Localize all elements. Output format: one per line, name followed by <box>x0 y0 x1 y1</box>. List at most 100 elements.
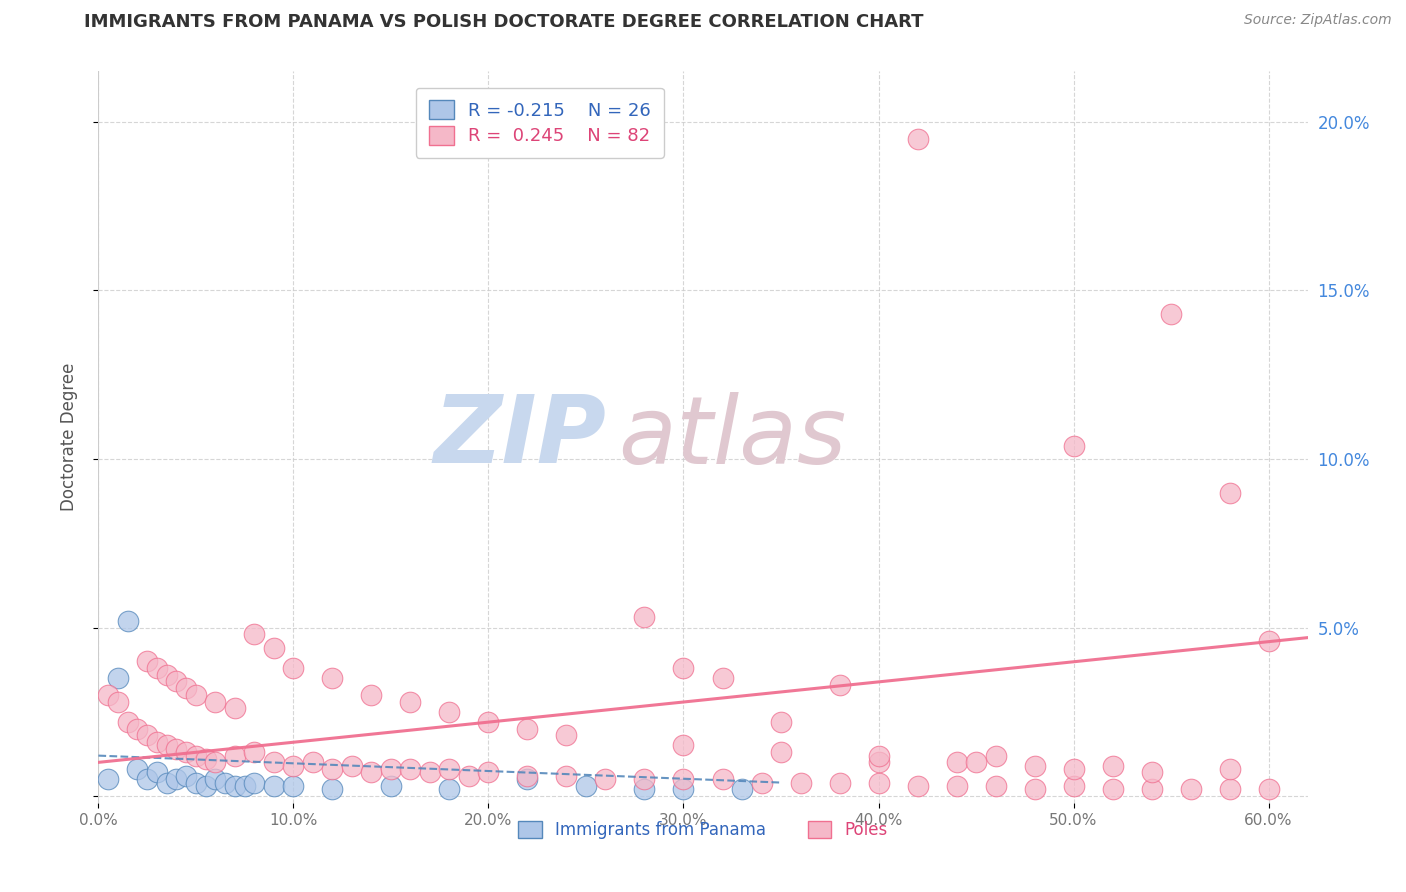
Point <box>751 775 773 789</box>
Point <box>516 769 538 783</box>
Point <box>439 705 461 719</box>
Point <box>117 714 139 729</box>
Point <box>263 756 285 770</box>
Point <box>204 695 226 709</box>
Point <box>399 695 422 709</box>
Point <box>769 714 792 729</box>
Point <box>243 627 266 641</box>
Point <box>477 765 499 780</box>
Point <box>283 779 305 793</box>
Text: IMMIGRANTS FROM PANAMA VS POLISH DOCTORATE DEGREE CORRELATION CHART: IMMIGRANTS FROM PANAMA VS POLISH DOCTORA… <box>84 13 924 31</box>
Point <box>156 775 179 789</box>
Point <box>868 775 890 789</box>
Text: atlas: atlas <box>619 392 846 483</box>
Point <box>127 722 149 736</box>
Point <box>672 782 695 797</box>
Point <box>458 769 481 783</box>
Point <box>672 772 695 787</box>
Point <box>360 765 382 780</box>
Point <box>165 772 187 787</box>
Point <box>945 779 967 793</box>
Point <box>321 671 343 685</box>
Point <box>174 745 197 759</box>
Point <box>380 779 402 793</box>
Point <box>340 758 363 772</box>
Point <box>399 762 422 776</box>
Point <box>136 728 159 742</box>
Point <box>233 779 256 793</box>
Point <box>439 782 461 797</box>
Point <box>1101 782 1123 797</box>
Point <box>711 772 734 787</box>
Point <box>194 752 217 766</box>
Point <box>965 756 987 770</box>
Point <box>1063 762 1085 776</box>
Point <box>1101 758 1123 772</box>
Point <box>769 745 792 759</box>
Point <box>156 739 179 753</box>
Point <box>97 772 120 787</box>
Point <box>204 756 226 770</box>
Point <box>1063 779 1085 793</box>
Point <box>146 735 169 749</box>
Point <box>380 762 402 776</box>
Point <box>633 610 655 624</box>
Point <box>1257 634 1279 648</box>
Point <box>214 775 236 789</box>
Point <box>127 762 149 776</box>
Point <box>633 782 655 797</box>
Point <box>1160 307 1182 321</box>
Point <box>321 782 343 797</box>
Point <box>555 769 578 783</box>
Point <box>1024 758 1046 772</box>
Point <box>224 701 246 715</box>
Point <box>711 671 734 685</box>
Point <box>146 661 169 675</box>
Point <box>907 779 929 793</box>
Point <box>945 756 967 770</box>
Point <box>117 614 139 628</box>
Point <box>283 758 305 772</box>
Point <box>97 688 120 702</box>
Point <box>731 782 754 797</box>
Point <box>136 654 159 668</box>
Point <box>516 772 538 787</box>
Point <box>1219 782 1241 797</box>
Point <box>283 661 305 675</box>
Point <box>184 775 207 789</box>
Point <box>555 728 578 742</box>
Point <box>516 722 538 736</box>
Point <box>868 756 890 770</box>
Point <box>907 132 929 146</box>
Point <box>1140 765 1163 780</box>
Point <box>243 745 266 759</box>
Y-axis label: Doctorate Degree: Doctorate Degree <box>59 363 77 511</box>
Point <box>184 748 207 763</box>
Point <box>263 779 285 793</box>
Point <box>204 772 226 787</box>
Point <box>789 775 811 789</box>
Point <box>321 762 343 776</box>
Point <box>1063 438 1085 452</box>
Point <box>1140 782 1163 797</box>
Point <box>174 769 197 783</box>
Point <box>1219 762 1241 776</box>
Point <box>1219 485 1241 500</box>
Point <box>477 714 499 729</box>
Point <box>165 674 187 689</box>
Point <box>107 695 129 709</box>
Point <box>107 671 129 685</box>
Point <box>439 762 461 776</box>
Point <box>672 739 695 753</box>
Point <box>1257 782 1279 797</box>
Point <box>984 779 1007 793</box>
Point <box>263 640 285 655</box>
Point <box>156 667 179 681</box>
Point <box>633 772 655 787</box>
Point <box>136 772 159 787</box>
Point <box>243 775 266 789</box>
Point <box>868 748 890 763</box>
Point <box>184 688 207 702</box>
Point <box>174 681 197 696</box>
Legend: Immigrants from Panama, Poles: Immigrants from Panama, Poles <box>512 814 894 846</box>
